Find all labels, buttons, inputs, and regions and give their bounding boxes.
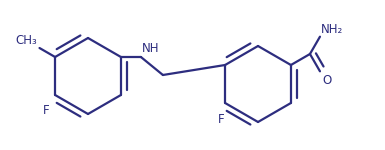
- Text: NH: NH: [142, 42, 159, 55]
- Text: F: F: [42, 104, 49, 117]
- Text: O: O: [322, 74, 331, 87]
- Text: F: F: [218, 113, 224, 126]
- Text: NH₂: NH₂: [321, 23, 343, 36]
- Text: CH₃: CH₃: [16, 34, 37, 47]
